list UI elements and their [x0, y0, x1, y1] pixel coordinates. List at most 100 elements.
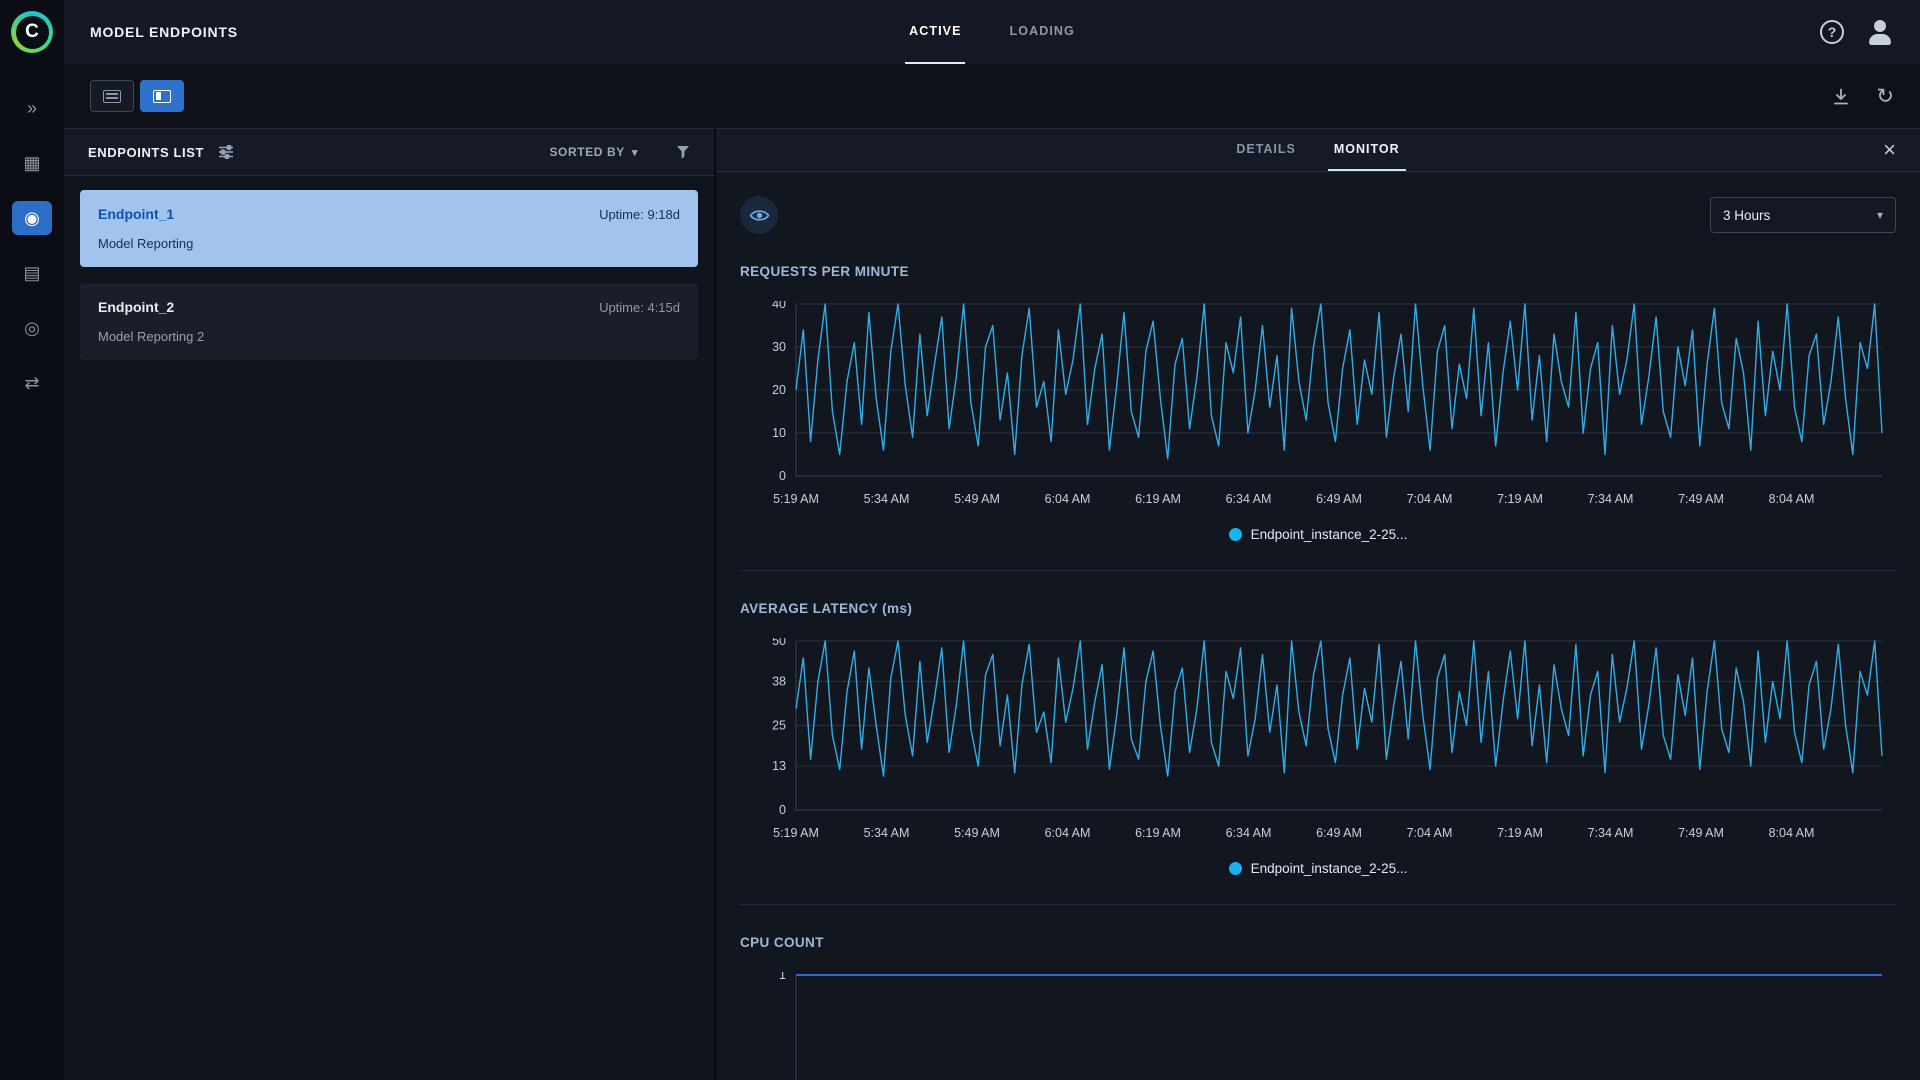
endpoint-card-1[interactable]: Endpoint_1 Uptime: 9:18d Model Reporting	[80, 190, 698, 267]
layers-icon: ▤	[23, 263, 41, 283]
chart-section-cpu: CPU COUNT 1	[740, 904, 1896, 1080]
endpoint-model: Model Reporting	[98, 236, 194, 251]
tab-loading[interactable]: LOADING	[1009, 24, 1075, 38]
svg-text:0: 0	[779, 803, 786, 817]
sidebar-item-projects[interactable]: »	[12, 91, 52, 125]
legend-dot-icon	[1228, 862, 1242, 876]
endpoint-name[interactable]: Endpoint_2	[98, 299, 175, 315]
svg-text:25: 25	[772, 719, 786, 733]
sorted-by-label: SORTED BY	[549, 145, 625, 159]
filter-icon[interactable]	[676, 145, 690, 160]
endpoint-card-top: Endpoint_2 Uptime: 4:15d	[98, 299, 680, 315]
sidebar-item-models[interactable]: ▤	[12, 256, 52, 290]
sidebar-item-pipelines[interactable]: ⇄	[12, 366, 52, 400]
svg-text:5:19 AM: 5:19 AM	[773, 492, 819, 506]
svg-text:6:04 AM: 6:04 AM	[1045, 492, 1091, 506]
sidebar: C » ▦ ◉ ▤ ◎ ⇄	[0, 0, 64, 1080]
endpoint-uptime: Uptime: 4:15d	[599, 300, 680, 315]
svg-text:7:19 AM: 7:19 AM	[1497, 492, 1543, 506]
view-toggle	[90, 80, 184, 112]
svg-text:7:04 AM: 7:04 AM	[1407, 492, 1453, 506]
chart-section-latency: AVERAGE LATENCY (ms) 0 13 25 38 50 5:19 AM 5:3…	[740, 570, 1896, 904]
help-icon[interactable]: ?	[1820, 20, 1844, 44]
svg-text:7:34 AM: 7:34 AM	[1588, 826, 1634, 840]
svg-text:8:04 AM: 8:04 AM	[1769, 492, 1815, 506]
svg-text:1: 1	[779, 972, 786, 982]
toolbar: ↻	[64, 64, 1920, 128]
chart-title-cpu: CPU COUNT	[740, 935, 824, 951]
svg-text:5:34 AM: 5:34 AM	[864, 826, 910, 840]
table-view-button[interactable]	[90, 80, 134, 112]
download-icon[interactable]	[1832, 88, 1850, 105]
chevron-down-icon: ▾	[631, 146, 638, 159]
svg-text:6:04 AM: 6:04 AM	[1045, 826, 1091, 840]
monitor-controls: 3 Hours ▾	[740, 196, 1896, 235]
split-view-button[interactable]	[140, 80, 184, 112]
clearml-logo-inner: C	[15, 15, 49, 49]
cpu-count-chart[interactable]: 1	[740, 972, 1896, 1080]
svg-text:50: 50	[772, 638, 786, 648]
svg-text:6:19 AM: 6:19 AM	[1135, 826, 1181, 840]
endpoints-list-controls: SORTED BY ▾	[549, 145, 690, 160]
chart-section-requests: REQUESTS PER MINUTE 0 10 20 30 40 5:19 AM 5:34…	[740, 234, 1896, 570]
user-avatar-icon[interactable]	[1866, 18, 1894, 46]
sorted-by-button[interactable]: SORTED BY ▾	[549, 145, 638, 159]
table-view-icon	[103, 89, 121, 103]
clearml-logo[interactable]: C	[11, 11, 53, 53]
monitor-panel-header: DETAILS MONITOR ×	[716, 128, 1920, 173]
endpoint-name[interactable]: Endpoint_1	[98, 206, 175, 222]
sidebar-nav: » ▦ ◉ ▤ ◎ ⇄	[12, 91, 52, 400]
legend-label: Endpoint_instance_2-25...	[1250, 861, 1408, 877]
endpoint-card-top: Endpoint_1 Uptime: 9:18d	[98, 206, 680, 222]
header-right: ?	[1820, 18, 1894, 46]
monitor-panel: DETAILS MONITOR × 3 Hours ▾	[716, 128, 1920, 1080]
svg-text:7:19 AM: 7:19 AM	[1497, 826, 1543, 840]
auto-refresh-icon[interactable]: ↻	[1876, 84, 1894, 108]
tab-active[interactable]: ACTIVE	[905, 0, 966, 64]
reports-icon: ◎	[24, 318, 40, 338]
sidebar-item-datasets[interactable]: ▦	[12, 146, 52, 180]
endpoint-model: Model Reporting 2	[98, 329, 205, 344]
svg-text:6:49 AM: 6:49 AM	[1316, 492, 1362, 506]
average-latency-chart[interactable]: 0 13 25 38 50 5:19 AM 5:34 AM 5:49 AM 6:04 AM 6:1…	[740, 638, 1896, 847]
monitor-tabs: DETAILS MONITOR	[1230, 129, 1406, 172]
eye-toggle-button[interactable]	[740, 196, 778, 235]
pipelines-icon: ⇄	[24, 373, 40, 393]
datasets-icon: ▦	[23, 153, 41, 173]
tab-monitor[interactable]: MONITOR	[1327, 129, 1406, 172]
close-icon[interactable]: ×	[1883, 137, 1896, 163]
app-header: MODEL ENDPOINTS ACTIVE LOADING ?	[64, 0, 1920, 64]
legend-dot-icon	[1228, 528, 1242, 542]
sort-icon[interactable]	[218, 145, 234, 159]
monitor-body: 3 Hours ▾ REQUESTS PER MINUTE 0 10 20 30 40 5…	[716, 172, 1920, 1080]
page-title: MODEL ENDPOINTS	[90, 24, 238, 40]
chart-legend[interactable]: Endpoint_instance_2-25...	[740, 861, 1896, 876]
endpoints-icon: ◉	[24, 208, 40, 228]
sidebar-item-reports[interactable]: ◎	[12, 311, 52, 345]
main-area: MODEL ENDPOINTS ACTIVE LOADING ? ↻	[64, 0, 1920, 1080]
sidebar-item-model-endpoints[interactable]: ◉	[12, 201, 52, 235]
endpoints-cards: Endpoint_1 Uptime: 9:18d Model Reporting…	[64, 176, 714, 374]
svg-text:7:49 AM: 7:49 AM	[1678, 492, 1724, 506]
endpoints-list-header: ENDPOINTS LIST SORTED BY ▾	[64, 128, 714, 176]
tab-details[interactable]: DETAILS	[1236, 142, 1296, 157]
svg-text:5:49 AM: 5:49 AM	[954, 826, 1000, 840]
header-tabs: ACTIVE LOADING	[885, 0, 1099, 64]
endpoint-card-2[interactable]: Endpoint_2 Uptime: 4:15d Model Reporting…	[80, 283, 698, 360]
svg-text:6:49 AM: 6:49 AM	[1316, 826, 1362, 840]
chart-title-latency: AVERAGE LATENCY (ms)	[740, 601, 913, 617]
chart-legend[interactable]: Endpoint_instance_2-25...	[740, 527, 1896, 542]
svg-text:13: 13	[772, 759, 786, 773]
svg-text:30: 30	[772, 340, 786, 354]
svg-text:10: 10	[772, 426, 786, 440]
svg-text:8:04 AM: 8:04 AM	[1769, 826, 1815, 840]
chevron-down-icon: ▾	[1876, 208, 1883, 223]
requests-per-minute-chart[interactable]: 0 10 20 30 40 5:19 AM 5:34 AM 5:49 AM 6:04 AM 6:1…	[740, 301, 1896, 513]
legend-label: Endpoint_instance_2-25...	[1250, 527, 1408, 543]
svg-text:6:34 AM: 6:34 AM	[1226, 492, 1272, 506]
svg-text:7:49 AM: 7:49 AM	[1678, 826, 1724, 840]
svg-text:7:04 AM: 7:04 AM	[1407, 826, 1453, 840]
logo-letter: C	[25, 21, 39, 42]
projects-icon: »	[26, 98, 37, 118]
time-range-select[interactable]: 3 Hours ▾	[1710, 197, 1896, 234]
